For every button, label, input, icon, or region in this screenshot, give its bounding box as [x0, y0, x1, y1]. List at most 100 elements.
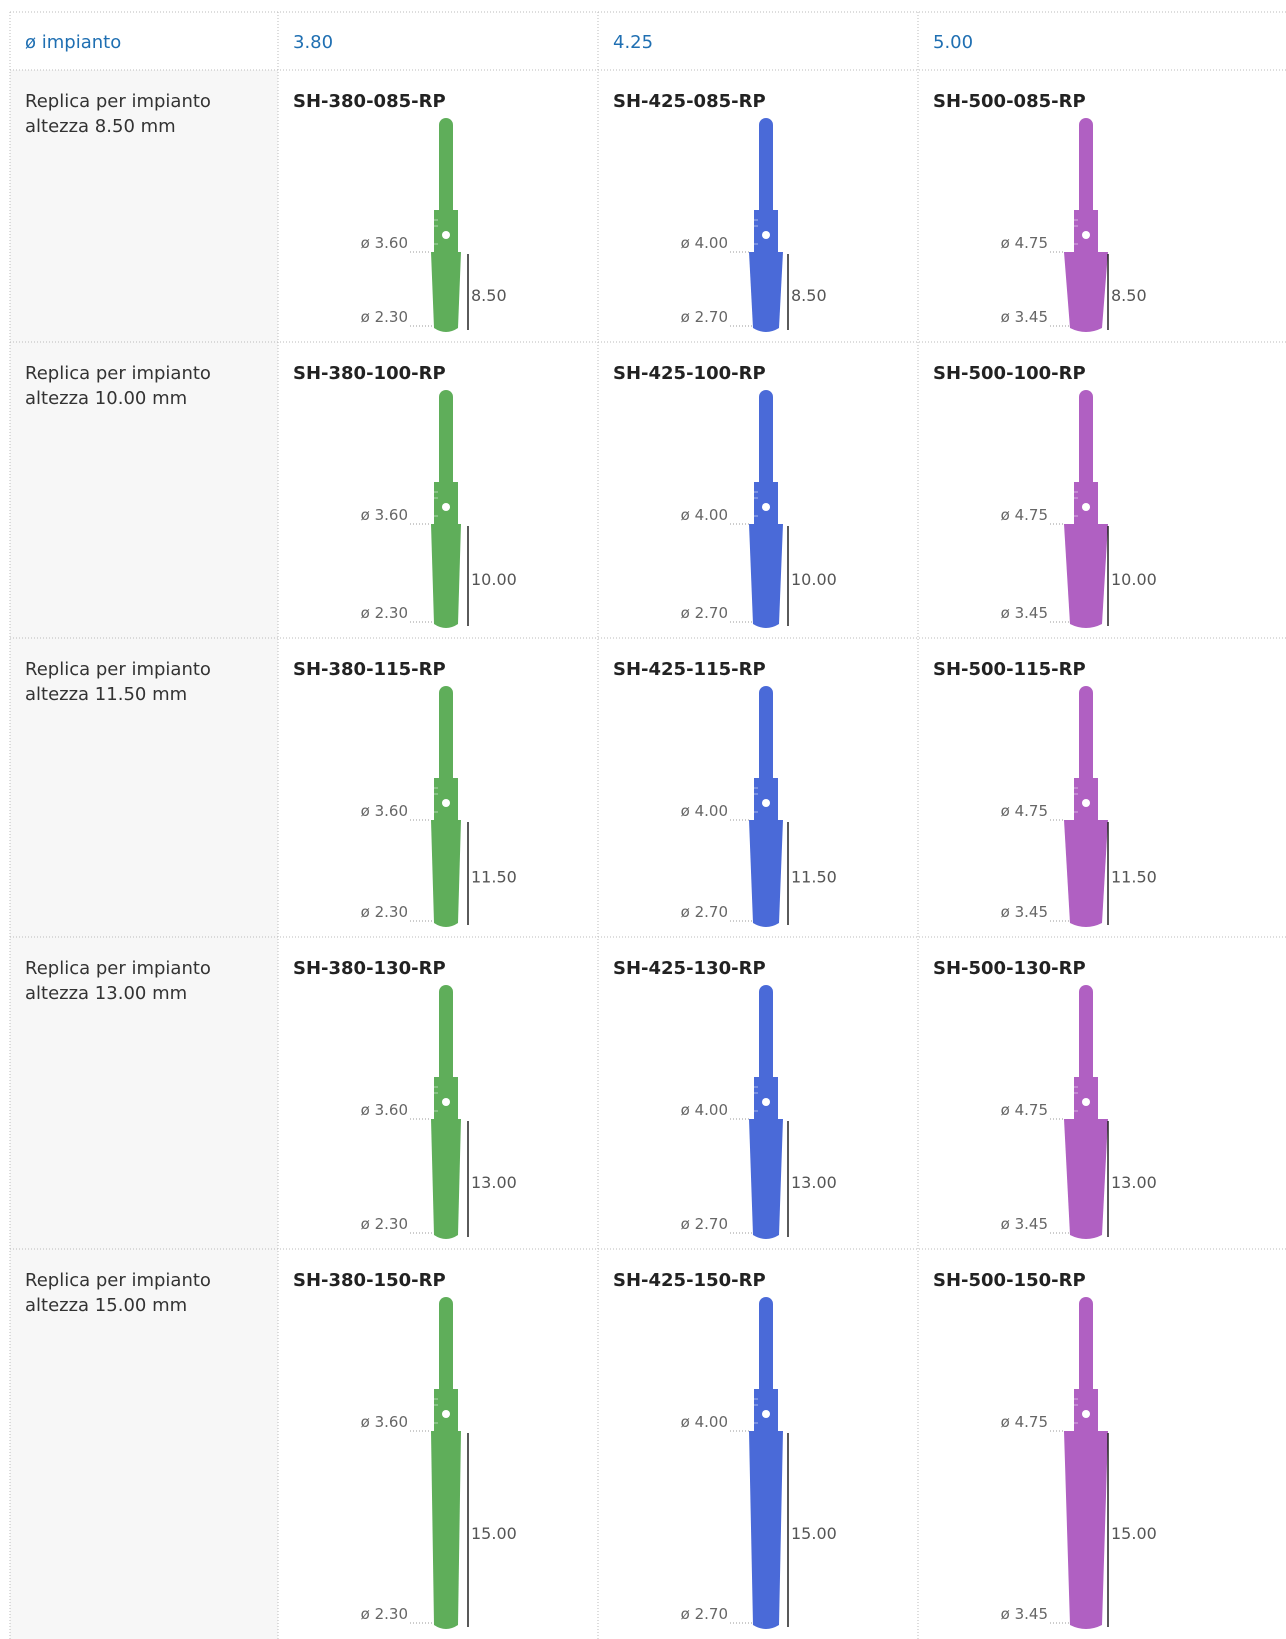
top-diameter: ø 4.75: [1001, 506, 1048, 524]
replica: [1064, 118, 1108, 332]
replica-shaft: [439, 1297, 453, 1397]
bottom-diameter: ø 3.45: [1001, 903, 1048, 921]
bottom-diameter: ø 2.70: [681, 604, 728, 622]
product-code: SH-380-115-RP: [293, 659, 446, 680]
height-label: 11.50: [1111, 868, 1157, 887]
height-label: 13.00: [791, 1173, 837, 1192]
collar-hole: [442, 1410, 450, 1418]
replica: [431, 1297, 461, 1629]
bottom-diameter: ø 2.70: [681, 903, 728, 921]
replica-body: [431, 252, 461, 332]
row-label: altezza 15.00 mm: [25, 1295, 187, 1316]
collar-hole: [762, 231, 770, 239]
bottom-diameter: ø 2.30: [361, 1605, 408, 1623]
row-label: altezza 13.00 mm: [25, 983, 187, 1004]
collar-hole: [762, 799, 770, 807]
height-label: 13.00: [1111, 1173, 1157, 1192]
replica-shaft: [759, 390, 773, 490]
collar-hole: [1082, 503, 1090, 511]
collar-hole: [1082, 231, 1090, 239]
replica-shaft: [1079, 686, 1093, 786]
replica-shaft: [439, 686, 453, 786]
replica-shaft: [439, 985, 453, 1085]
height-label: 10.00: [471, 570, 517, 589]
replica-body: [749, 252, 783, 332]
replica-shaft: [1079, 1297, 1093, 1397]
header-cell: 3.80: [293, 32, 333, 53]
label-column-bg: [10, 70, 278, 1639]
row-label: Replica per impianto: [25, 958, 211, 979]
replica: [749, 1297, 783, 1629]
replica: [749, 390, 783, 628]
replica-body: [749, 1119, 783, 1239]
collar-hole: [1082, 799, 1090, 807]
top-diameter: ø 4.00: [681, 802, 728, 820]
product-code: SH-380-100-RP: [293, 363, 446, 384]
replica: [431, 390, 461, 628]
height-label: 10.00: [791, 570, 837, 589]
collar-hole: [1082, 1098, 1090, 1106]
bottom-diameter: ø 2.30: [361, 903, 408, 921]
replica: [749, 686, 783, 927]
collar-hole: [442, 503, 450, 511]
replica: [1064, 390, 1108, 628]
bottom-diameter: ø 2.70: [681, 1605, 728, 1623]
top-diameter: ø 4.00: [681, 1101, 728, 1119]
bottom-diameter: ø 2.70: [681, 308, 728, 326]
replica-shaft: [1079, 390, 1093, 490]
product-code: SH-425-085-RP: [613, 91, 766, 112]
product-code: SH-425-115-RP: [613, 659, 766, 680]
row-label: Replica per impianto: [25, 1270, 211, 1291]
collar-hole: [442, 799, 450, 807]
replica-body: [749, 820, 783, 927]
row-label: altezza 10.00 mm: [25, 388, 187, 409]
product-code: SH-500-150-RP: [933, 1270, 1086, 1291]
height-label: 8.50: [471, 286, 507, 305]
replica-body: [431, 1431, 461, 1629]
replica-body: [1064, 820, 1108, 927]
top-diameter: ø 3.60: [361, 802, 408, 820]
header-cell: 4.25: [613, 32, 653, 53]
height-label: 13.00: [471, 1173, 517, 1192]
bottom-diameter: ø 3.45: [1001, 308, 1048, 326]
top-diameter: ø 4.00: [681, 234, 728, 252]
header-cell: ø impianto: [25, 32, 121, 53]
product-code: SH-500-115-RP: [933, 659, 1086, 680]
replica: [749, 118, 783, 332]
row-label: altezza 8.50 mm: [25, 116, 176, 137]
replica-shaft: [759, 985, 773, 1085]
replica-shaft: [759, 686, 773, 786]
top-diameter: ø 3.60: [361, 1413, 408, 1431]
height-label: 15.00: [1111, 1524, 1157, 1543]
top-diameter: ø 3.60: [361, 1101, 408, 1119]
replica-body: [431, 820, 461, 927]
row-label: Replica per impianto: [25, 91, 211, 112]
replica-shaft: [1079, 118, 1093, 218]
height-label: 11.50: [471, 868, 517, 887]
replica-shaft: [759, 118, 773, 218]
replica: [1064, 985, 1108, 1239]
row-label: altezza 11.50 mm: [25, 684, 187, 705]
replica-shaft: [759, 1297, 773, 1397]
replica-shaft: [439, 390, 453, 490]
product-code: SH-500-085-RP: [933, 91, 1086, 112]
product-code: SH-425-100-RP: [613, 363, 766, 384]
replica-shaft: [1079, 985, 1093, 1085]
replica-body: [749, 1431, 783, 1629]
replica: [431, 118, 461, 332]
collar-hole: [442, 1098, 450, 1106]
bottom-diameter: ø 2.30: [361, 604, 408, 622]
replica-body: [431, 1119, 461, 1239]
collar-hole: [1082, 1410, 1090, 1418]
header-cell: 5.00: [933, 32, 973, 53]
top-diameter: ø 4.75: [1001, 234, 1048, 252]
bottom-diameter: ø 2.30: [361, 1215, 408, 1233]
height-label: 11.50: [791, 868, 837, 887]
bottom-diameter: ø 2.30: [361, 308, 408, 326]
height-label: 10.00: [1111, 570, 1157, 589]
height-label: 8.50: [791, 286, 827, 305]
replica-body: [1064, 252, 1108, 332]
product-code: SH-380-085-RP: [293, 91, 446, 112]
bottom-diameter: ø 2.70: [681, 1215, 728, 1233]
